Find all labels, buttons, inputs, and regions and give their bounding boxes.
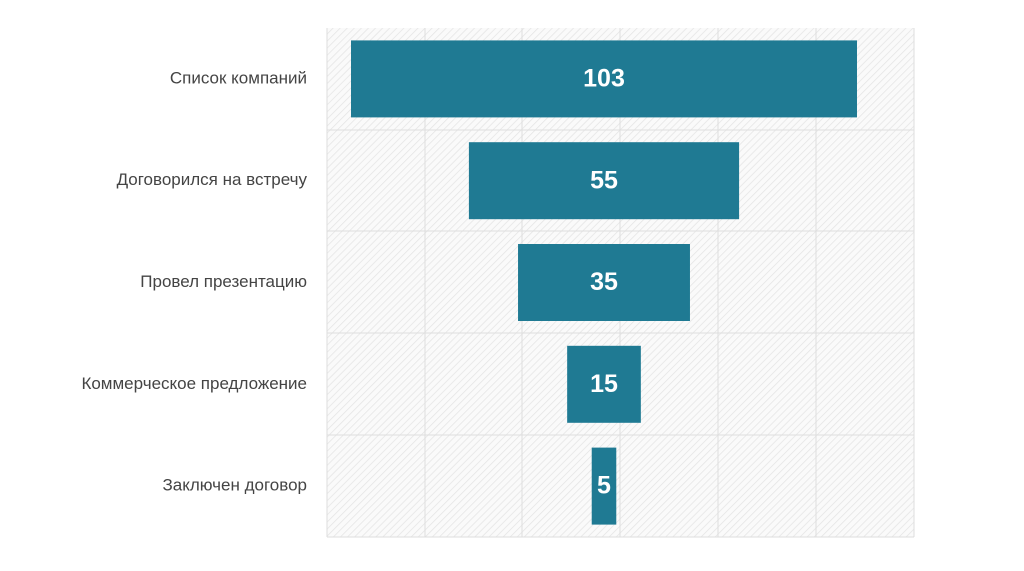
value-label: 5 — [597, 472, 611, 500]
value-label: 35 — [590, 268, 618, 296]
funnel-bar — [468, 142, 740, 220]
category-label: Провел презентацию — [140, 272, 307, 291]
value-label: 15 — [590, 370, 618, 398]
value-label: 55 — [590, 166, 618, 194]
category-label: Список компаний — [170, 68, 307, 87]
funnel-bar — [351, 40, 857, 118]
funnel-bar — [591, 447, 617, 525]
category-label: Договорился на встречу — [117, 170, 308, 189]
category-label: Заключен договор — [163, 476, 307, 495]
value-label: 103 — [583, 65, 625, 93]
funnel-bar — [567, 345, 641, 423]
category-label: Коммерческое предложение — [81, 374, 307, 393]
funnel-bar — [518, 244, 690, 321]
